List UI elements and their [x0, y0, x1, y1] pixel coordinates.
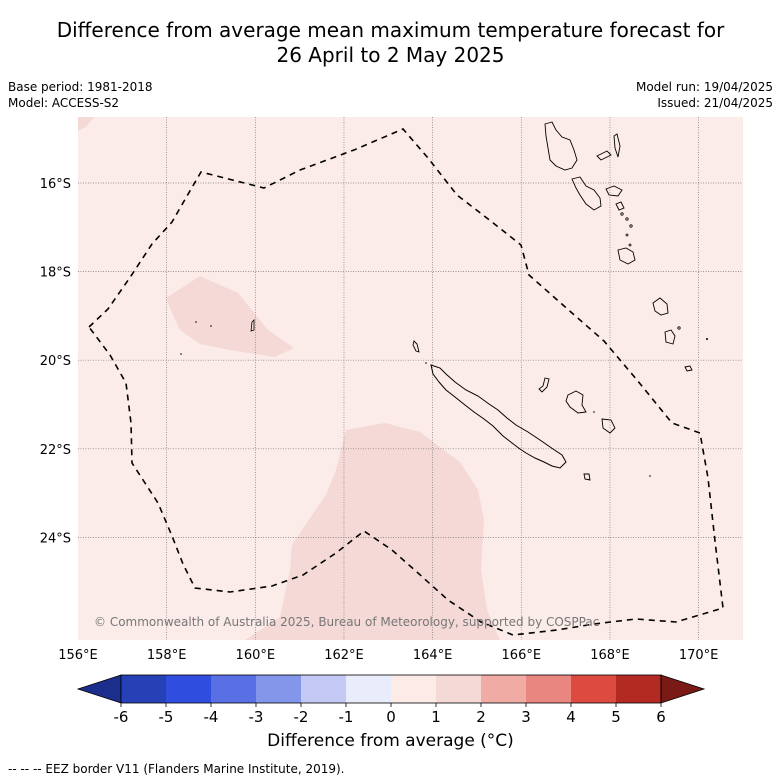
colorbar-tick-label: 5 [611, 708, 621, 726]
longitude-tick-label: 166°E [502, 648, 542, 663]
islet-dot [629, 224, 633, 228]
isle-of-pines-coastline [583, 473, 591, 481]
longitude-tick-label: 168°E [590, 648, 630, 663]
colorbar-extend-low [76, 674, 122, 704]
title-line-2: 26 April to 2 May 2025 [276, 43, 505, 67]
longitude-tick-label: 160°E [236, 648, 276, 663]
ambae-coastline [596, 150, 612, 161]
model-run: Model run: 19/04/2025 [635, 80, 773, 94]
aneityum-coastline [684, 365, 693, 372]
latitude-tick-label: 22°S [40, 443, 71, 458]
colorbar-tick-label: -5 [159, 708, 174, 726]
islet-dot [628, 243, 632, 247]
colorbar-segment [391, 675, 436, 703]
colorbar-tick-labels: -6 -5 -4 -3 -2 -1 0 1 2 3 4 5 6 [114, 703, 666, 726]
colorbar-segment [301, 675, 346, 703]
base-period: Base period: 1981-2018 [8, 80, 153, 94]
islet-dot [649, 475, 651, 477]
colorbar-extend-high [660, 674, 706, 704]
erromango-coastline [652, 297, 669, 316]
colorbar-segment [256, 675, 301, 703]
model-name: Model: ACCESS-S2 [8, 96, 120, 110]
anomaly-corner [78, 117, 94, 131]
efate-coastline [617, 247, 636, 265]
meta-left: Base period: 1981-2018 Model: ACCESS-S2 [8, 79, 153, 111]
colorbar-tick-label: 3 [521, 708, 531, 726]
colorbar-tick-label: 4 [566, 708, 576, 726]
colorbar-segment [571, 675, 616, 703]
latitude-labels: 16°S 18°S 20°S 22°S 24°S [40, 177, 71, 546]
islet-dot [706, 338, 708, 340]
colorbar-title: Difference from average (°C) [267, 731, 514, 751]
latitude-tick-label: 16°S [40, 177, 71, 192]
longitude-tick-label: 158°E [147, 648, 187, 663]
colorbar-segment [616, 675, 661, 703]
colorbar-segment [121, 675, 166, 703]
island-dot [210, 325, 212, 327]
colorbar-segment [211, 675, 256, 703]
islet-dot [593, 411, 595, 413]
espiritu-santo-coastline [544, 121, 578, 171]
islet-dot [425, 362, 427, 364]
island-dot [195, 321, 197, 323]
mare-coastline [601, 418, 616, 434]
chart-title: Difference from average mean maximum tem… [0, 18, 781, 68]
colorbar-segment [526, 675, 571, 703]
eez-border-line [87, 128, 724, 636]
issued-date: Issued: 21/04/2025 [657, 96, 773, 110]
islet-dot [625, 233, 629, 237]
island-dot [180, 353, 182, 355]
latitude-tick-label: 18°S [40, 266, 71, 281]
malekula-coastline [571, 176, 602, 211]
islet-dot [677, 326, 681, 330]
colorbar-tick-label: -1 [339, 708, 354, 726]
new-caledonia-coastline [430, 364, 567, 469]
longitude-tick-label: 156°E [58, 648, 98, 663]
colorbar [76, 674, 706, 704]
islet-dot [620, 212, 624, 216]
ouvea-coastline [538, 377, 550, 393]
colorbar-tick-label: 0 [386, 708, 396, 726]
title-line-1: Difference from average mean maximum tem… [56, 18, 725, 42]
islet-dot [625, 217, 629, 221]
lifou-coastline [565, 390, 587, 414]
anomaly-region-south [245, 423, 500, 640]
ambrym-coastline [605, 185, 623, 197]
colorbar-tick-label: -6 [114, 708, 129, 726]
colorbar-tick-label: -4 [204, 708, 219, 726]
colorbar-segment [346, 675, 391, 703]
longitude-tick-label: 162°E [324, 648, 364, 663]
colorbar-segment [166, 675, 211, 703]
copyright-notice: © Commonwealth of Australia 2025, Bureau… [94, 615, 599, 629]
tanna-coastline [664, 329, 676, 345]
maewo-coastline [613, 133, 621, 158]
colorbar-tick-label: -2 [294, 708, 309, 726]
longitude-labels: 156°E 158°E 160°E 162°E 164°E 166°E 168°E 170°E [58, 648, 718, 663]
anomaly-region-west [166, 276, 294, 357]
colorbar-tick-label: 1 [431, 708, 441, 726]
eez-legend-footer: -- -- -- EEZ border V11 (Flanders Marine… [8, 762, 345, 776]
latitude-tick-label: 24°S [40, 531, 71, 546]
colorbar-tick-label: -3 [249, 708, 264, 726]
island-outline [250, 319, 255, 332]
colorbar-tick-label: 2 [476, 708, 486, 726]
colorbar-segment [436, 675, 481, 703]
epi-coastline [615, 201, 625, 211]
latitude-tick-label: 20°S [40, 354, 71, 369]
colorbar-tick-label: 6 [656, 708, 666, 726]
gridlines [78, 117, 743, 640]
colorbar-segment [481, 675, 526, 703]
meta-right: Model run: 19/04/2025 Issued: 21/04/2025 [636, 79, 773, 111]
longitude-tick-label: 170°E [679, 648, 719, 663]
longitude-tick-label: 164°E [413, 648, 453, 663]
belep-islands-coastline [412, 340, 420, 353]
